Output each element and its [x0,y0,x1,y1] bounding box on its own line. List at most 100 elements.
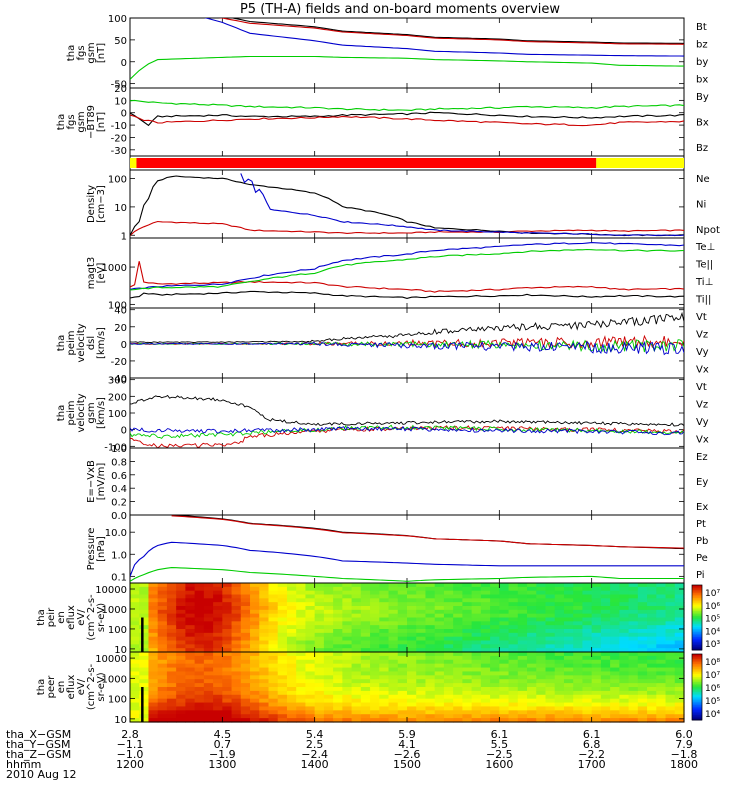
panel-10-cell [277,625,288,630]
panel-11-cell [333,702,343,708]
panel-11-cell [499,683,510,688]
panel-11-cell [342,663,353,669]
panel-10-colorbar-cell [692,643,702,646]
panel-11-cell [619,706,630,711]
panel-11-cell [351,652,362,657]
panel-10-cell [213,586,223,592]
panel-11-colorbar-tick: 10⁵ [705,697,720,707]
panel-11-cell [314,687,325,692]
panel-11-cell [517,706,528,711]
panel-11-cell [259,683,270,688]
panel-11-cell [647,655,657,661]
footer-value: 6.1 [583,728,601,741]
panel-11-cell [536,702,547,708]
panel-10-cell [250,598,260,603]
panel-11-cell [425,698,436,704]
panel-11-cell [139,698,150,704]
panel-10-cell [582,598,593,603]
panel-10-cell [268,613,279,619]
panel-11-cell [194,683,205,688]
panel-11-cell [610,702,620,708]
panel-11-cell [268,718,279,723]
panel-10-cell [351,583,362,588]
panel-10-cell [185,636,196,642]
panel-11-cell [222,706,233,711]
panel-10-cell [213,609,223,615]
panel-10-cell [203,598,214,603]
panel-10-cell [148,629,159,634]
panel-10-cell [573,629,584,634]
panel-10-cell [582,632,593,638]
panel-11-cell [157,667,168,673]
panel-10-cell [240,594,251,599]
panel-11-cell [176,718,186,723]
panel-11-cell [527,683,537,688]
panel-10-cell [508,602,519,607]
panel-11-cell [490,698,500,704]
panel-10-cell [157,586,168,592]
panel-11-cell [250,687,260,692]
panel-11-cell [296,687,307,692]
panel-10-cell [157,636,168,642]
panel-10-cell [388,602,399,607]
panel-10-cell [240,617,251,622]
panel-10-cell [351,621,362,626]
panel-10-cell [453,594,463,599]
panel-10-cell [370,590,380,596]
panel-10-cell [360,632,371,638]
panel-11-cell [250,710,260,715]
panel-10-cell [674,613,685,619]
panel-9-ylabel-line: Pressure [86,528,97,571]
panel-10-cell [203,617,214,622]
panel-11-ylabel-line: eflux [66,675,77,700]
panel-10-cell [360,629,371,634]
panel-11-cell [563,718,574,723]
panel-11-cell [166,698,177,704]
panel-10-cell [360,590,371,596]
panel-11-cell [286,683,297,688]
panel-10-cell [148,648,159,653]
panel-10-cell [351,632,362,638]
panel-10-cell [665,625,676,630]
panel-11-cell [628,675,639,680]
panel-11-cell [656,710,667,715]
panel-10-cell [407,621,417,626]
panel-11-cell [545,714,556,719]
panel-11-cell [527,687,537,692]
panel-10-cell [674,602,685,607]
panel-10-cell [139,644,150,649]
panel-11-cell [157,671,168,676]
panel-10-cell [434,621,445,626]
panel-11-cell [277,667,288,673]
panel-10-cell [342,625,353,630]
panel-11-cell [527,706,537,711]
panel-10-cell [305,598,316,603]
panel-10-cell [665,606,676,611]
panel-11-cell [277,698,288,704]
panel-11-cell [647,698,657,704]
panel-10-cell [443,590,454,596]
panel-11-cell [268,663,279,669]
panel-11-cell [591,679,602,684]
panel-11-cell [286,655,297,661]
panel-11-cell [554,659,565,665]
panel-11-cell [582,702,593,708]
panel-10-cell [388,586,399,592]
panel-11-cell [176,679,186,684]
panel-10-colorbar-cell [692,604,702,607]
panel-11-cell [610,679,620,684]
panel-10-cell [517,625,528,630]
panel-10-cell [277,640,288,645]
panel-10-cell [286,586,297,592]
panel-10-cell [471,632,482,638]
panel-10-cell [591,648,602,653]
panel-4-legend-Ni: Ni [696,200,706,211]
panel-11-cell [231,714,242,719]
panel-10-cell [665,629,676,634]
panel-11-cell [647,663,657,669]
panel-11-cell [443,714,454,719]
panel-11-cell [213,706,223,711]
panel-11-cell [176,671,186,676]
panel-10-cell [656,613,667,619]
